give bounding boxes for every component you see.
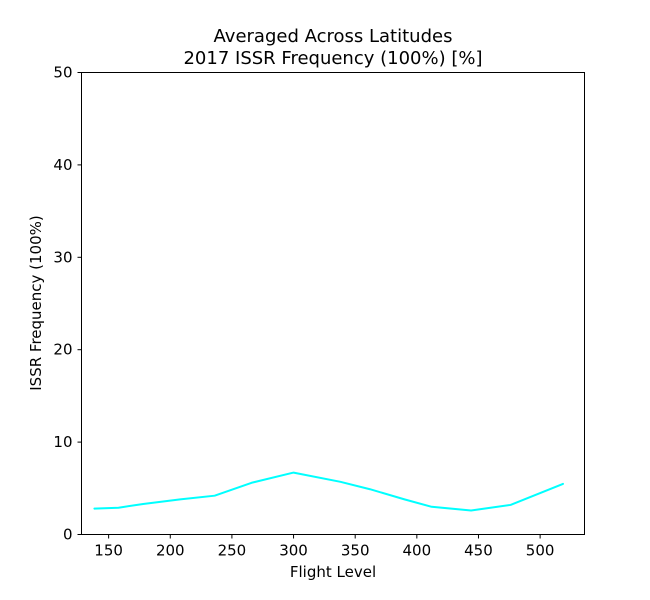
- x-tick-label: 200: [156, 542, 185, 560]
- series-point: [339, 481, 341, 483]
- y-tick-label: 20: [53, 341, 72, 359]
- chart-title: Averaged Across Latitudes: [214, 26, 453, 47]
- x-tick-label: 350: [341, 542, 370, 560]
- y-tick-label: 0: [63, 526, 73, 544]
- series-point: [179, 498, 181, 500]
- x-tick-label: 250: [218, 542, 247, 560]
- y-tick-label: 30: [53, 248, 72, 266]
- x-tick-label: 450: [464, 542, 493, 560]
- series-point: [214, 495, 216, 497]
- series-point: [369, 488, 371, 490]
- series-point: [563, 483, 565, 485]
- x-tick-label: 500: [526, 542, 555, 560]
- y-axis: 0 10 20 30 40 50: [53, 64, 82, 544]
- series-point: [117, 507, 119, 509]
- series-point: [142, 503, 144, 505]
- x-tick-label: 400: [403, 542, 432, 560]
- series-point: [93, 508, 95, 510]
- series-line: [93, 471, 564, 512]
- y-tick-label: 50: [53, 64, 72, 82]
- series-layer: [93, 471, 565, 512]
- x-tick-label: 150: [94, 542, 123, 560]
- series-point: [470, 509, 472, 511]
- series-point: [431, 506, 433, 508]
- chart-subtitle: 2017 ISSR Frequency (100%) [%]: [183, 48, 482, 69]
- series-point: [510, 504, 512, 506]
- series-point: [404, 498, 405, 500]
- y-tick-label: 40: [53, 156, 72, 174]
- plot-frame: [81, 72, 585, 535]
- x-axis-label: Flight Level: [290, 563, 376, 581]
- y-tick-label: 10: [53, 433, 72, 451]
- series-point: [251, 482, 253, 484]
- x-tick-label: 300: [279, 542, 308, 560]
- series-point: [293, 472, 295, 474]
- y-axis-label: ISSR Frequency (100%): [27, 215, 45, 391]
- x-axis: 150 200 250 300 350 400 450 500: [94, 534, 555, 560]
